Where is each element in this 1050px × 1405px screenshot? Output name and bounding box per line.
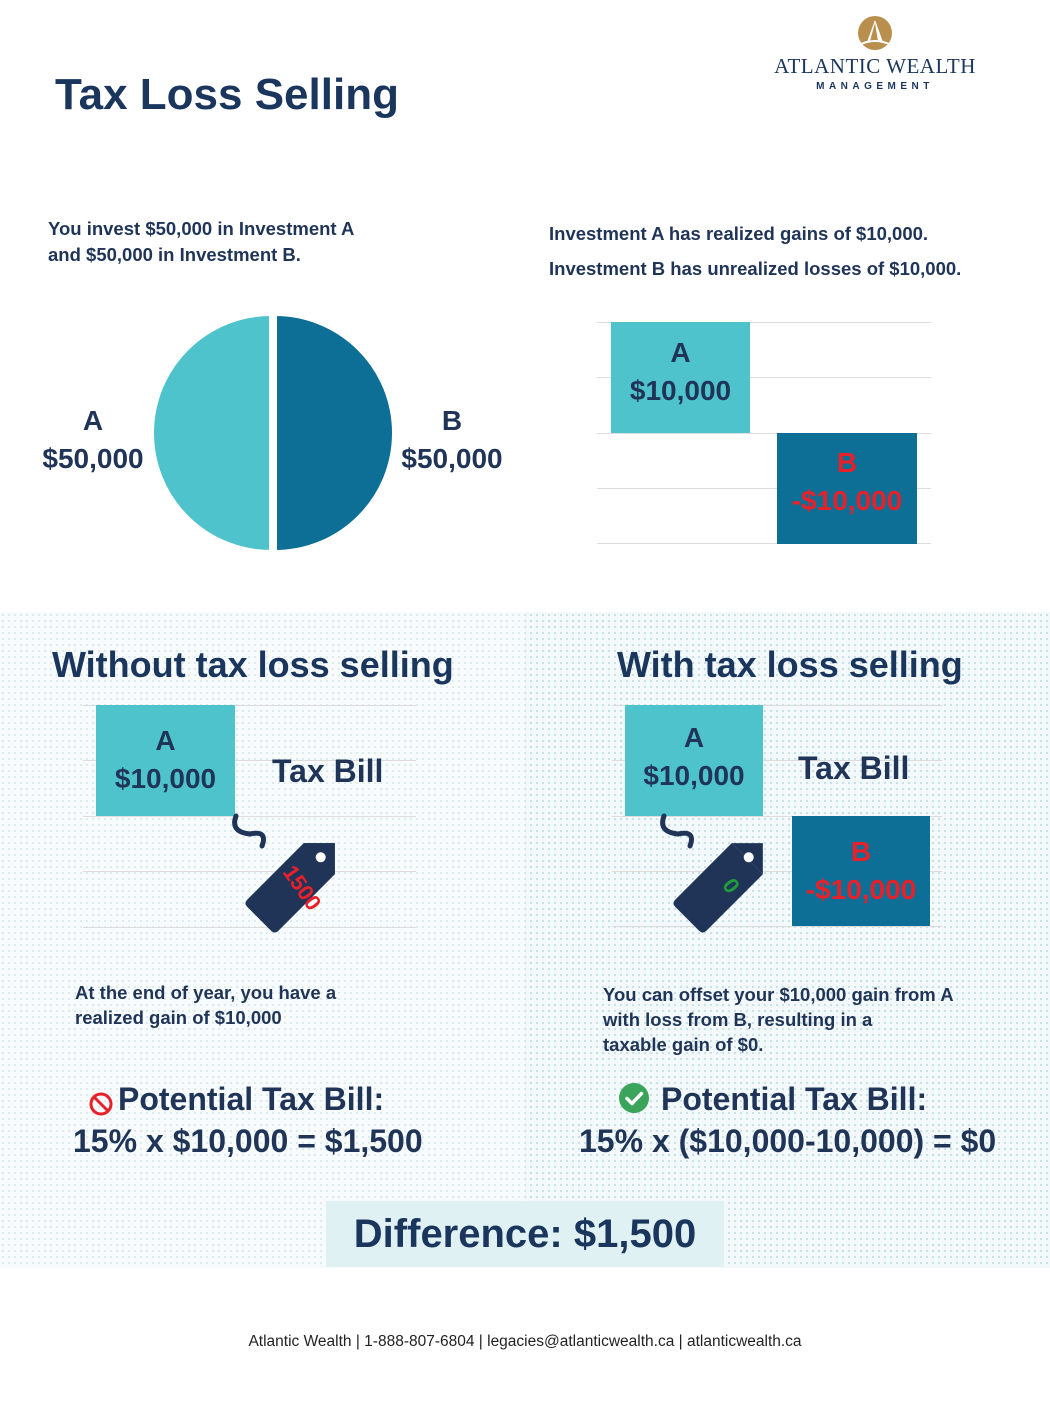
- without-note-line1: At the end of year, you have a: [75, 982, 337, 1003]
- without-title: Without tax loss selling: [52, 644, 454, 685]
- intro-left-line1: You invest $50,000 in Investment A: [48, 218, 355, 239]
- without-formula: 15% x $10,000 = $1,500: [73, 1123, 423, 1159]
- without-bar-a: A $10,000: [96, 705, 235, 816]
- pie-label-a-value: $50,000: [42, 443, 144, 474]
- footer-contact: Atlantic Wealth | 1-888-807-6804 | legac…: [248, 1333, 802, 1350]
- with-bar-a: A $10,000: [625, 705, 763, 816]
- with-note-line3: taxable gain of $0.: [603, 1034, 764, 1055]
- top-bar-b-value: -$10,000: [791, 485, 903, 516]
- pie-label-a-letter: A: [82, 405, 104, 436]
- with-bar-a-value: $10,000: [643, 760, 745, 791]
- with-note: You can offset your $10,000 gain from A …: [603, 982, 954, 1057]
- difference-banner: Difference: $1,500: [326, 1201, 724, 1267]
- with-note-line2: with loss from B, resulting in a: [603, 1009, 873, 1030]
- pie-label-b: B $50,000: [392, 402, 512, 478]
- pie-slice-a: [150, 312, 273, 554]
- with-tax-bill-label: Tax Bill: [798, 750, 910, 786]
- intro-left: You invest $50,000 in Investment A and $…: [48, 216, 354, 268]
- top-bar-chart: A $10,000 B -$10,000: [597, 322, 931, 546]
- without-potential-label: Potential Tax Bill:: [118, 1081, 385, 1117]
- top-bar-b-label: B: [836, 447, 858, 478]
- check-icon: [618, 1082, 650, 1114]
- without-note-line2: realized gain of $10,000: [75, 1007, 282, 1028]
- pie-slice-b: [273, 312, 396, 554]
- top-bar-b: B -$10,000: [777, 433, 917, 544]
- with-potential-label: Potential Tax Bill:: [661, 1081, 928, 1117]
- without-bar-a-label: A: [155, 725, 176, 756]
- without-tax-bill-label: Tax Bill: [272, 753, 384, 789]
- with-potential: Potential Tax Bill:: [618, 1078, 927, 1120]
- intro-right: Investment A has realized gains of $10,0…: [549, 216, 961, 286]
- with-title: With tax loss selling: [617, 644, 963, 685]
- with-formula: 15% x ($10,000-10,000) = $0: [579, 1123, 997, 1159]
- top-bar-a-value: $10,000: [629, 375, 732, 406]
- without-potential: Potential Tax Bill:: [88, 1078, 384, 1120]
- top-bar-a-label: A: [670, 337, 691, 368]
- with-chart: A $10,000 B -$10,000 Tax Bill: [612, 705, 942, 930]
- with-bar-b-value: -$10,000: [805, 874, 917, 905]
- pie-label-a: A $50,000: [30, 402, 156, 478]
- price-tag-icon: 0: [660, 813, 763, 933]
- logo-subtitle: MANAGEMENT: [816, 81, 934, 92]
- with-note-line1: You can offset your $10,000 gain from A: [603, 984, 954, 1005]
- intro-right-line2: Investment B has unrealized losses of $1…: [549, 258, 962, 279]
- with-bar-b: B -$10,000: [792, 816, 930, 926]
- intro-right-line1: Investment A has realized gains of $10,0…: [549, 223, 929, 244]
- logo-name: ATLANTIC WEALTH: [774, 54, 976, 78]
- company-logo: ATLANTIC WEALTH MANAGEMENT: [770, 14, 980, 92]
- with-bar-b-label: B: [850, 836, 872, 867]
- sail-logo-icon: [856, 14, 894, 52]
- without-chart: A $10,000 Tax Bill: [83, 705, 416, 930]
- no-icon: [88, 1085, 114, 1116]
- with-bar-a-label: A: [683, 722, 705, 753]
- pie-label-b-value: $50,000: [401, 443, 503, 474]
- pie-chart: [150, 312, 396, 554]
- without-bar-a-value: $10,000: [114, 763, 217, 794]
- page-title: Tax Loss Selling: [55, 70, 399, 119]
- without-note: At the end of year, you have a realized …: [75, 980, 336, 1030]
- top-bar-a: A $10,000: [611, 322, 750, 433]
- comparison-background: [0, 612, 1050, 1268]
- pie-label-b-letter: B: [441, 405, 463, 436]
- price-tag-icon: 1500: [232, 813, 335, 933]
- intro-left-line2: and $50,000 in Investment B.: [48, 244, 301, 265]
